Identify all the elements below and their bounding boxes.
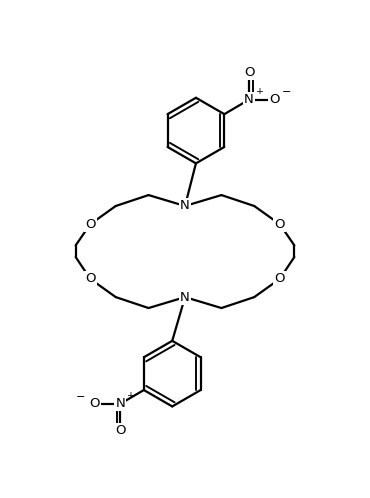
Text: −: −	[76, 391, 85, 401]
Text: O: O	[90, 397, 100, 410]
Text: −: −	[282, 87, 291, 97]
Text: N: N	[180, 200, 190, 213]
Text: N: N	[180, 291, 190, 304]
Text: O: O	[244, 66, 254, 79]
Text: O: O	[269, 93, 280, 106]
Text: +: +	[256, 87, 264, 96]
Text: O: O	[275, 218, 285, 231]
Text: O: O	[275, 272, 285, 285]
Text: O: O	[85, 218, 95, 231]
Text: O: O	[115, 424, 125, 437]
Text: N: N	[115, 397, 125, 410]
Text: +: +	[127, 391, 135, 400]
Text: O: O	[85, 272, 95, 285]
Text: N: N	[244, 93, 254, 106]
